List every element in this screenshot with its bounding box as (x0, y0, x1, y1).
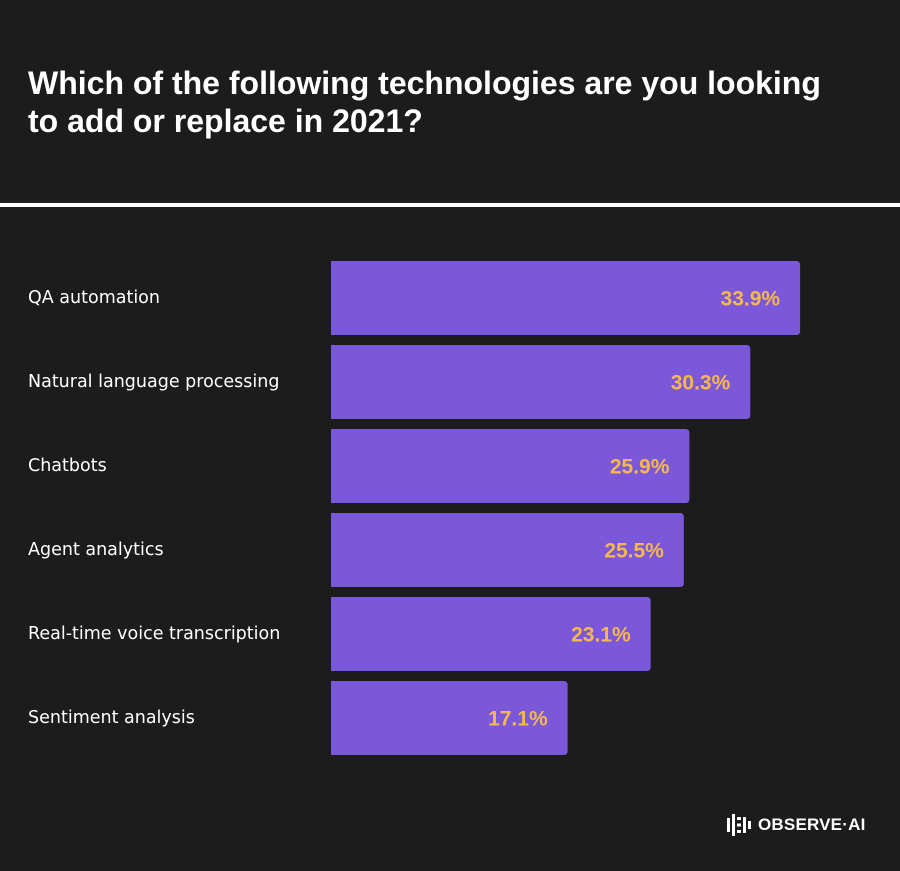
value-label: 23.1% (571, 624, 631, 647)
logo-text: OBSERVE·AI (758, 815, 866, 834)
category-label: Chatbots (28, 456, 107, 476)
category-label: Real-time voice transcription (28, 624, 280, 644)
category-label: Natural language processing (28, 372, 279, 392)
value-label: 17.1% (488, 708, 548, 731)
category-label: Sentiment analysis (28, 708, 195, 728)
value-label: 30.3% (671, 372, 731, 395)
bar (331, 261, 801, 335)
value-label: 25.9% (610, 456, 670, 479)
bar (331, 681, 568, 755)
value-label: 33.9% (721, 288, 781, 311)
bar (331, 513, 684, 587)
bar (331, 345, 751, 419)
brand-logo: OBSERVE·AI (726, 814, 866, 836)
bar (331, 429, 690, 503)
observe-ai-logo-icon (727, 814, 751, 836)
chart-title: Which of the following technologies are … (28, 65, 821, 139)
value-label: 25.5% (604, 540, 664, 563)
category-label: QA automation (28, 288, 160, 308)
bar (331, 597, 651, 671)
category-label: Agent analytics (28, 540, 164, 560)
title-divider (0, 203, 900, 207)
